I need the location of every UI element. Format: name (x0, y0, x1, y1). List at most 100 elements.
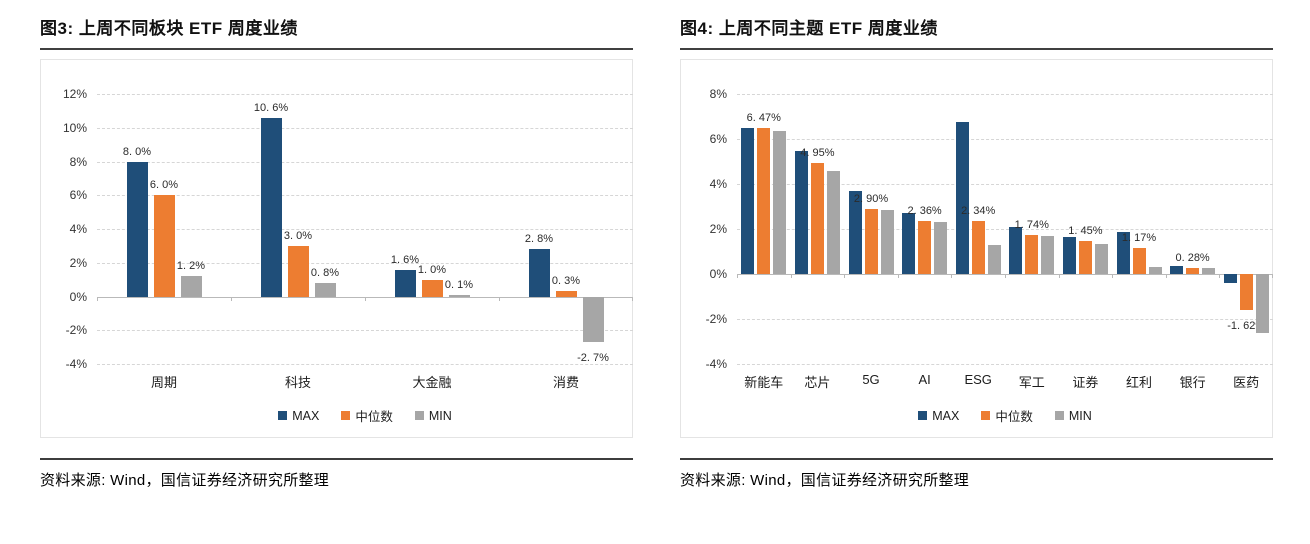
bar (421, 279, 443, 297)
legend-swatch (918, 411, 928, 420)
axis-tick (1272, 274, 1273, 278)
axis-tick (499, 296, 500, 301)
x-axis-category-label: ESG (964, 372, 992, 387)
axis-tick (1005, 274, 1006, 278)
plot-area: 8. 0% 6. 0% 1. 2% 周期 10. 6% 3. 0% 0. 8% 科技 1. 6%… (97, 94, 633, 390)
x-axis-category-label: 红利 (1125, 375, 1153, 390)
bar (153, 195, 175, 297)
legend-label: 中位数 (355, 410, 393, 424)
y-axis-tick-label: -2% (65, 323, 87, 338)
y-axis-tick-label: 2% (709, 222, 727, 236)
bar (448, 294, 470, 297)
sector-etf-chart: 8. 0% 6. 0% 1. 2% 周期 10. 6% 3. 0% 0. 8% 科技 1. 6%… (40, 59, 633, 438)
bar (971, 221, 985, 274)
y-axis-tick-label: -4% (705, 357, 727, 371)
legend-label: MIN (428, 408, 452, 423)
bar-value-label: 1. 6% (390, 253, 420, 266)
gridline (97, 364, 633, 365)
bar-value-label: 1. 45% (1068, 225, 1103, 238)
bar-value-label: 2. 36% (907, 204, 942, 217)
legend-swatch (278, 411, 288, 420)
gridline (97, 262, 633, 264)
y-axis-tick-label: -2% (705, 312, 727, 326)
x-axis-category-label: 芯片 (804, 375, 831, 390)
bar (555, 291, 577, 297)
bar-value-label: 1. 2% (176, 260, 206, 273)
bar (848, 190, 862, 274)
bar (1148, 267, 1162, 274)
y-axis-tick-label: 4% (709, 177, 727, 191)
bar (810, 162, 824, 274)
bar (1062, 236, 1076, 274)
x-axis-category-label: 周期 (150, 375, 178, 390)
legend-swatch (981, 411, 991, 420)
bar-value-label: -2. 7% (577, 352, 609, 365)
bar (260, 117, 282, 297)
chart-legend: MAX 中位数 MIN (97, 406, 633, 425)
y-axis-tick-label: 12% (62, 87, 87, 101)
bar-value-label: 10. 6% (253, 101, 289, 114)
bar (902, 213, 916, 274)
legend-item: MAX (918, 409, 959, 423)
figure-4-source: 资料来源: Wind，国信证券经济研究所整理 (680, 472, 970, 489)
legend-item: 中位数 (341, 406, 393, 425)
axis-tick (1112, 274, 1113, 278)
y-axis-tick-label: 10% (62, 120, 87, 135)
legend-swatch (1054, 411, 1064, 420)
axis-tick (632, 296, 633, 301)
bar (1025, 234, 1039, 274)
divider (40, 458, 633, 460)
axis-tick (97, 296, 98, 301)
x-axis-category-label: 科技 (284, 375, 312, 390)
x-axis-category-label: 消费 (552, 375, 580, 390)
gridline (737, 139, 1273, 140)
gridline (737, 319, 1273, 320)
bar (918, 220, 932, 274)
bar-value-label: 1. 17% (1121, 231, 1157, 244)
y-axis-tick-label: 6% (709, 132, 727, 146)
y-axis-tick-label: 2% (69, 255, 87, 270)
legend-label: MAX (292, 408, 320, 423)
y-axis-tick-label: 6% (69, 188, 87, 203)
bar-value-label: 4. 95% (800, 146, 835, 159)
bar (126, 161, 148, 297)
gridline (97, 330, 633, 332)
legend-label: MIN (1068, 408, 1092, 423)
bar-value-label: 0. 3% (551, 275, 581, 288)
figure-3-source: 资料来源: Wind，国信证券经济研究所整理 (40, 472, 330, 489)
bar-value-label: 2. 90% (853, 192, 889, 205)
axis-tick (898, 274, 899, 278)
gridline (97, 195, 633, 197)
bar (864, 208, 878, 274)
axis-tick (951, 274, 952, 278)
y-axis-tick-label: 4% (69, 222, 87, 236)
divider (680, 458, 1273, 460)
bar (582, 296, 604, 343)
legend-item: MIN (414, 408, 452, 423)
axis-tick (737, 274, 738, 278)
x-axis-category-label: 新能车 (744, 375, 784, 390)
gridline (97, 94, 633, 95)
gridline (97, 161, 633, 163)
bar (773, 131, 787, 274)
x-axis-category-label: 医药 (1233, 375, 1260, 390)
bar-value-label: 1. 0% (417, 263, 447, 276)
figure-4-title: 图4: 上周不同主题 ETF 周度业绩 (680, 14, 1273, 50)
bar (1239, 274, 1253, 311)
bar (180, 276, 202, 297)
axis-tick (1219, 274, 1220, 278)
gridline (737, 229, 1273, 230)
bar-value-label: -1. 62% (1227, 320, 1266, 333)
gridline (737, 364, 1273, 365)
bar-value-label: 6. 0% (149, 179, 179, 192)
bar (1132, 247, 1146, 274)
axis-tick (231, 296, 232, 301)
y-axis-tick-label: -4% (65, 357, 87, 371)
bar (1009, 226, 1023, 274)
axis-tick (844, 274, 845, 278)
axis-tick (365, 296, 366, 301)
gridline (97, 127, 633, 129)
bar-value-label: 2. 34% (961, 205, 996, 218)
y-axis-tick-label: 0% (69, 289, 87, 304)
bar-value-label: 0. 1% (444, 278, 474, 291)
